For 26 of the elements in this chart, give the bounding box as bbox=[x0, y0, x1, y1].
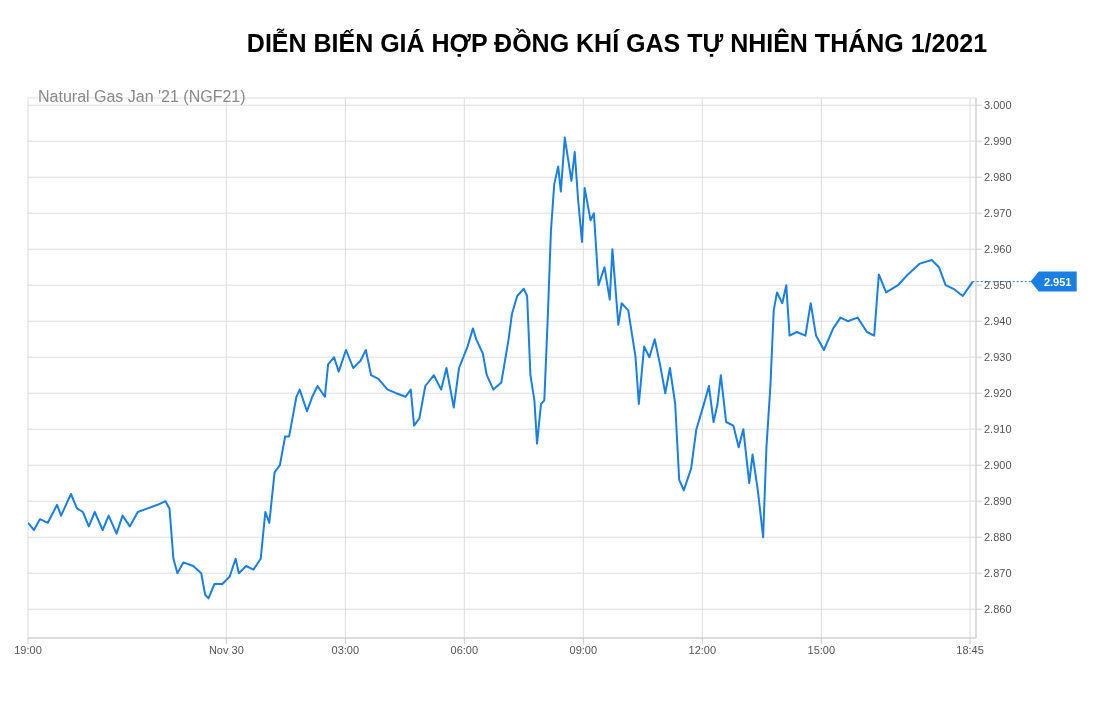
chart-subtitle: Natural Gas Jan '21 (NGF21) bbox=[38, 88, 246, 106]
y-tick-label: 2.910 bbox=[984, 423, 1012, 436]
y-tick-label: 2.950 bbox=[984, 279, 1012, 292]
y-tick-label: 2.990 bbox=[984, 135, 1012, 148]
x-tick-label: 06:00 bbox=[450, 643, 479, 656]
y-tick-label: 2.980 bbox=[984, 171, 1012, 184]
y-tick-label: 2.890 bbox=[984, 495, 1012, 508]
y-tick-label: 2.960 bbox=[984, 243, 1012, 256]
y-tick-label: 2.870 bbox=[984, 567, 1012, 580]
x-tick-label: 12:00 bbox=[688, 643, 717, 656]
chart-title: DIỄN BIẾN GIÁ HỢP ĐỒNG KHÍ GAS TỰ NHIÊN THÁNG 1/2021 bbox=[246, 28, 988, 58]
y-tick-label: 2.920 bbox=[984, 387, 1012, 400]
y-tick-label: 2.970 bbox=[984, 207, 1012, 220]
y-tick-label: 2.900 bbox=[984, 459, 1012, 472]
y-tick-label: 2.860 bbox=[984, 603, 1012, 616]
x-tick-label: 15:00 bbox=[807, 643, 836, 656]
y-tick-label: 3.000 bbox=[984, 99, 1012, 112]
x-tick-label: Nov 30 bbox=[208, 643, 244, 656]
annotation: 2.951 bbox=[1043, 275, 1072, 288]
y-tick-label: 2.930 bbox=[984, 351, 1012, 364]
x-tick-label: 19:00 bbox=[14, 643, 42, 656]
x-tick-label: 18:45 bbox=[956, 643, 984, 656]
y-tick-label: 2.880 bbox=[984, 531, 1012, 544]
x-tick-label: 03:00 bbox=[331, 643, 360, 656]
y-tick-label: 2.940 bbox=[984, 315, 1012, 328]
x-tick-label: 09:00 bbox=[569, 643, 598, 656]
